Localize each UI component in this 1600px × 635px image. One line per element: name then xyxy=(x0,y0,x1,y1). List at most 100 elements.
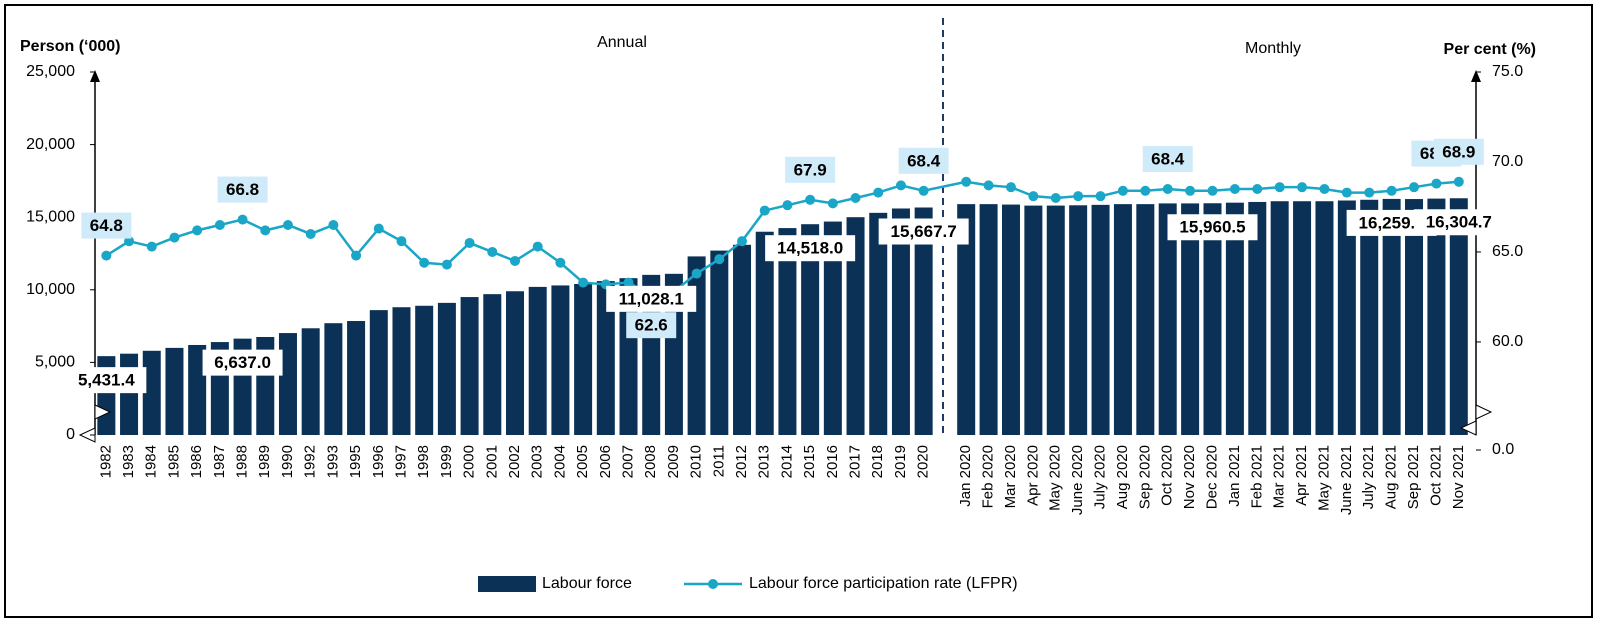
bar xyxy=(142,350,161,435)
bar xyxy=(1293,201,1312,435)
bar xyxy=(528,286,547,435)
bar xyxy=(165,347,184,435)
y2-axis-title: Per cent (%) xyxy=(1444,41,1536,58)
data-label: 66.8 xyxy=(226,180,259,199)
line-point xyxy=(532,241,543,252)
x-tick-label: 2020 xyxy=(915,445,932,478)
x-tick-label: Mar 2021 xyxy=(1271,445,1288,508)
y2-tick-label: 75.0 xyxy=(1492,63,1523,80)
x-tick-label: Aug 2020 xyxy=(1114,445,1131,509)
x-tick-label: Nov 2020 xyxy=(1181,445,1198,509)
group-label: Annual xyxy=(597,34,647,51)
bar xyxy=(1248,201,1267,435)
line-point xyxy=(782,200,793,211)
line-point xyxy=(192,225,203,236)
line-point xyxy=(214,219,225,230)
x-tick-label: 1987 xyxy=(211,445,228,478)
x-tick-label: 1999 xyxy=(438,445,455,478)
x-tick-label: 2016 xyxy=(824,445,841,478)
x-tick-label: 1996 xyxy=(370,445,387,478)
y-tick-label: 15,000 xyxy=(26,208,75,225)
bar xyxy=(551,285,570,435)
line-point xyxy=(305,228,316,239)
x-tick-label: 2003 xyxy=(529,445,546,478)
line-point xyxy=(1140,185,1151,196)
bar xyxy=(347,321,366,435)
line-point xyxy=(578,277,589,288)
y2-tick-label: 65.0 xyxy=(1492,243,1523,260)
x-tick-label: Jan 2020 xyxy=(957,445,974,507)
line-point xyxy=(691,268,702,279)
line-point xyxy=(101,250,112,261)
data-label-box xyxy=(202,349,283,376)
line-point xyxy=(1341,187,1352,198)
line-point xyxy=(1162,183,1173,194)
legend-label: Labour force participation rate (LFPR) xyxy=(749,575,1018,592)
line-point xyxy=(124,236,135,247)
x-tick-label: Aug 2021 xyxy=(1383,445,1400,509)
data-label-box xyxy=(81,212,132,239)
legend-label: Labour force xyxy=(542,575,632,592)
bar xyxy=(1136,204,1155,435)
line-point xyxy=(827,198,838,209)
y-axis-arrow xyxy=(90,70,100,82)
x-tick-label: 2007 xyxy=(619,445,636,478)
line-point xyxy=(737,236,748,247)
bar xyxy=(460,297,479,435)
legend-swatch xyxy=(478,576,536,592)
x-tick-label: Feb 2020 xyxy=(980,445,997,508)
x-tick-label: 2018 xyxy=(869,445,886,478)
x-tick-label: July 2021 xyxy=(1360,445,1377,509)
data-label-box xyxy=(217,176,268,203)
line-point xyxy=(237,214,248,225)
line-point xyxy=(396,236,407,247)
bar xyxy=(1315,201,1334,435)
bar xyxy=(483,294,502,435)
bar xyxy=(1024,205,1043,435)
data-label-box xyxy=(785,156,836,183)
line-point xyxy=(1117,185,1128,196)
bar xyxy=(437,302,456,435)
x-tick-label: Apr 2020 xyxy=(1024,445,1041,506)
data-label-box xyxy=(606,285,697,312)
line-point xyxy=(1073,191,1084,202)
y-tick-label: 0 xyxy=(66,426,75,443)
x-tick-label: June 2021 xyxy=(1338,445,1355,515)
line-point xyxy=(961,176,972,187)
y-axis-title: Person (‘000) xyxy=(20,38,120,55)
line-point xyxy=(759,205,770,216)
line-point xyxy=(623,277,634,288)
data-label-box xyxy=(66,367,147,394)
bar xyxy=(1069,205,1088,435)
data-label-box xyxy=(1167,214,1258,241)
y-tick-label: 5,000 xyxy=(35,354,75,371)
x-tick-label: Dec 2020 xyxy=(1203,445,1220,509)
bar xyxy=(392,307,411,435)
x-tick-label: Nov 2021 xyxy=(1450,445,1467,509)
bar xyxy=(1360,199,1379,435)
x-tick-label: July 2020 xyxy=(1092,445,1109,509)
data-label: 15,960.5 xyxy=(1179,218,1245,237)
line-point xyxy=(169,232,180,243)
data-label: 15,667.7 xyxy=(891,222,957,241)
data-label: 64.8 xyxy=(90,216,123,235)
line-point xyxy=(464,237,475,248)
data-label-box xyxy=(878,218,969,245)
line-point xyxy=(714,254,725,265)
x-tick-label: 2005 xyxy=(574,445,591,478)
x-tick-label: 2008 xyxy=(642,445,659,478)
bar xyxy=(1270,201,1289,435)
data-label: 16,259.6 xyxy=(1359,213,1425,232)
x-tick-label: May 2021 xyxy=(1315,445,1332,511)
line-point xyxy=(1252,183,1263,194)
bar xyxy=(1449,198,1468,435)
data-label: 68.9 xyxy=(1442,142,1475,161)
data-label: 5,431.4 xyxy=(78,371,135,390)
line-point xyxy=(983,180,994,191)
x-tick-label: 1988 xyxy=(234,445,251,478)
bar xyxy=(914,207,933,435)
y-tick-label: 25,000 xyxy=(26,63,75,80)
x-tick-label: 1986 xyxy=(188,445,205,478)
line-point xyxy=(351,250,362,261)
x-tick-label: May 2020 xyxy=(1047,445,1064,511)
